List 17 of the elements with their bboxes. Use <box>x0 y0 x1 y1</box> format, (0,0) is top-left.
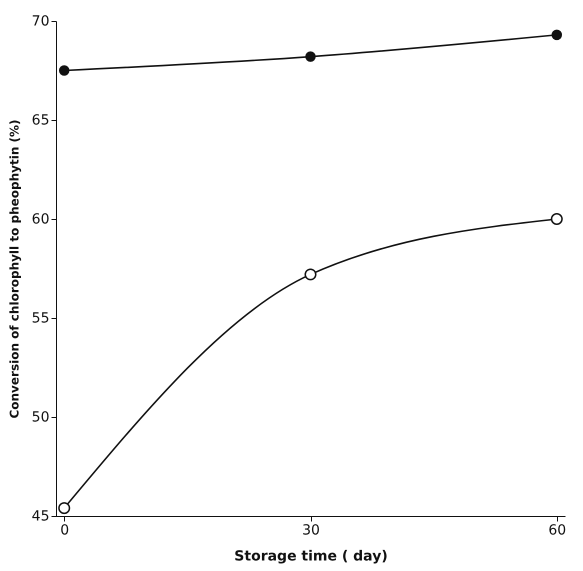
y-axis-title: Conversion of chlorophyll to pheophytin (%) <box>8 119 22 419</box>
y-tick-label: 55 <box>32 310 50 326</box>
y-tick-label: 60 <box>32 212 50 228</box>
y-tick-label: 65 <box>32 112 50 128</box>
x-tick-label: 30 <box>302 522 320 538</box>
point <box>552 30 562 40</box>
y-tick-label: 45 <box>32 508 50 524</box>
y-tick-label: 50 <box>32 410 50 426</box>
point <box>58 65 70 76</box>
point <box>550 213 563 225</box>
point <box>305 51 316 62</box>
x-tick-label: 0 <box>60 522 70 538</box>
x-axis-title: Storage time ( day) <box>234 548 388 564</box>
y-tick-label: 70 <box>32 14 50 30</box>
point <box>304 268 316 280</box>
x-tick-label: 60 <box>548 522 566 538</box>
point <box>58 502 70 514</box>
